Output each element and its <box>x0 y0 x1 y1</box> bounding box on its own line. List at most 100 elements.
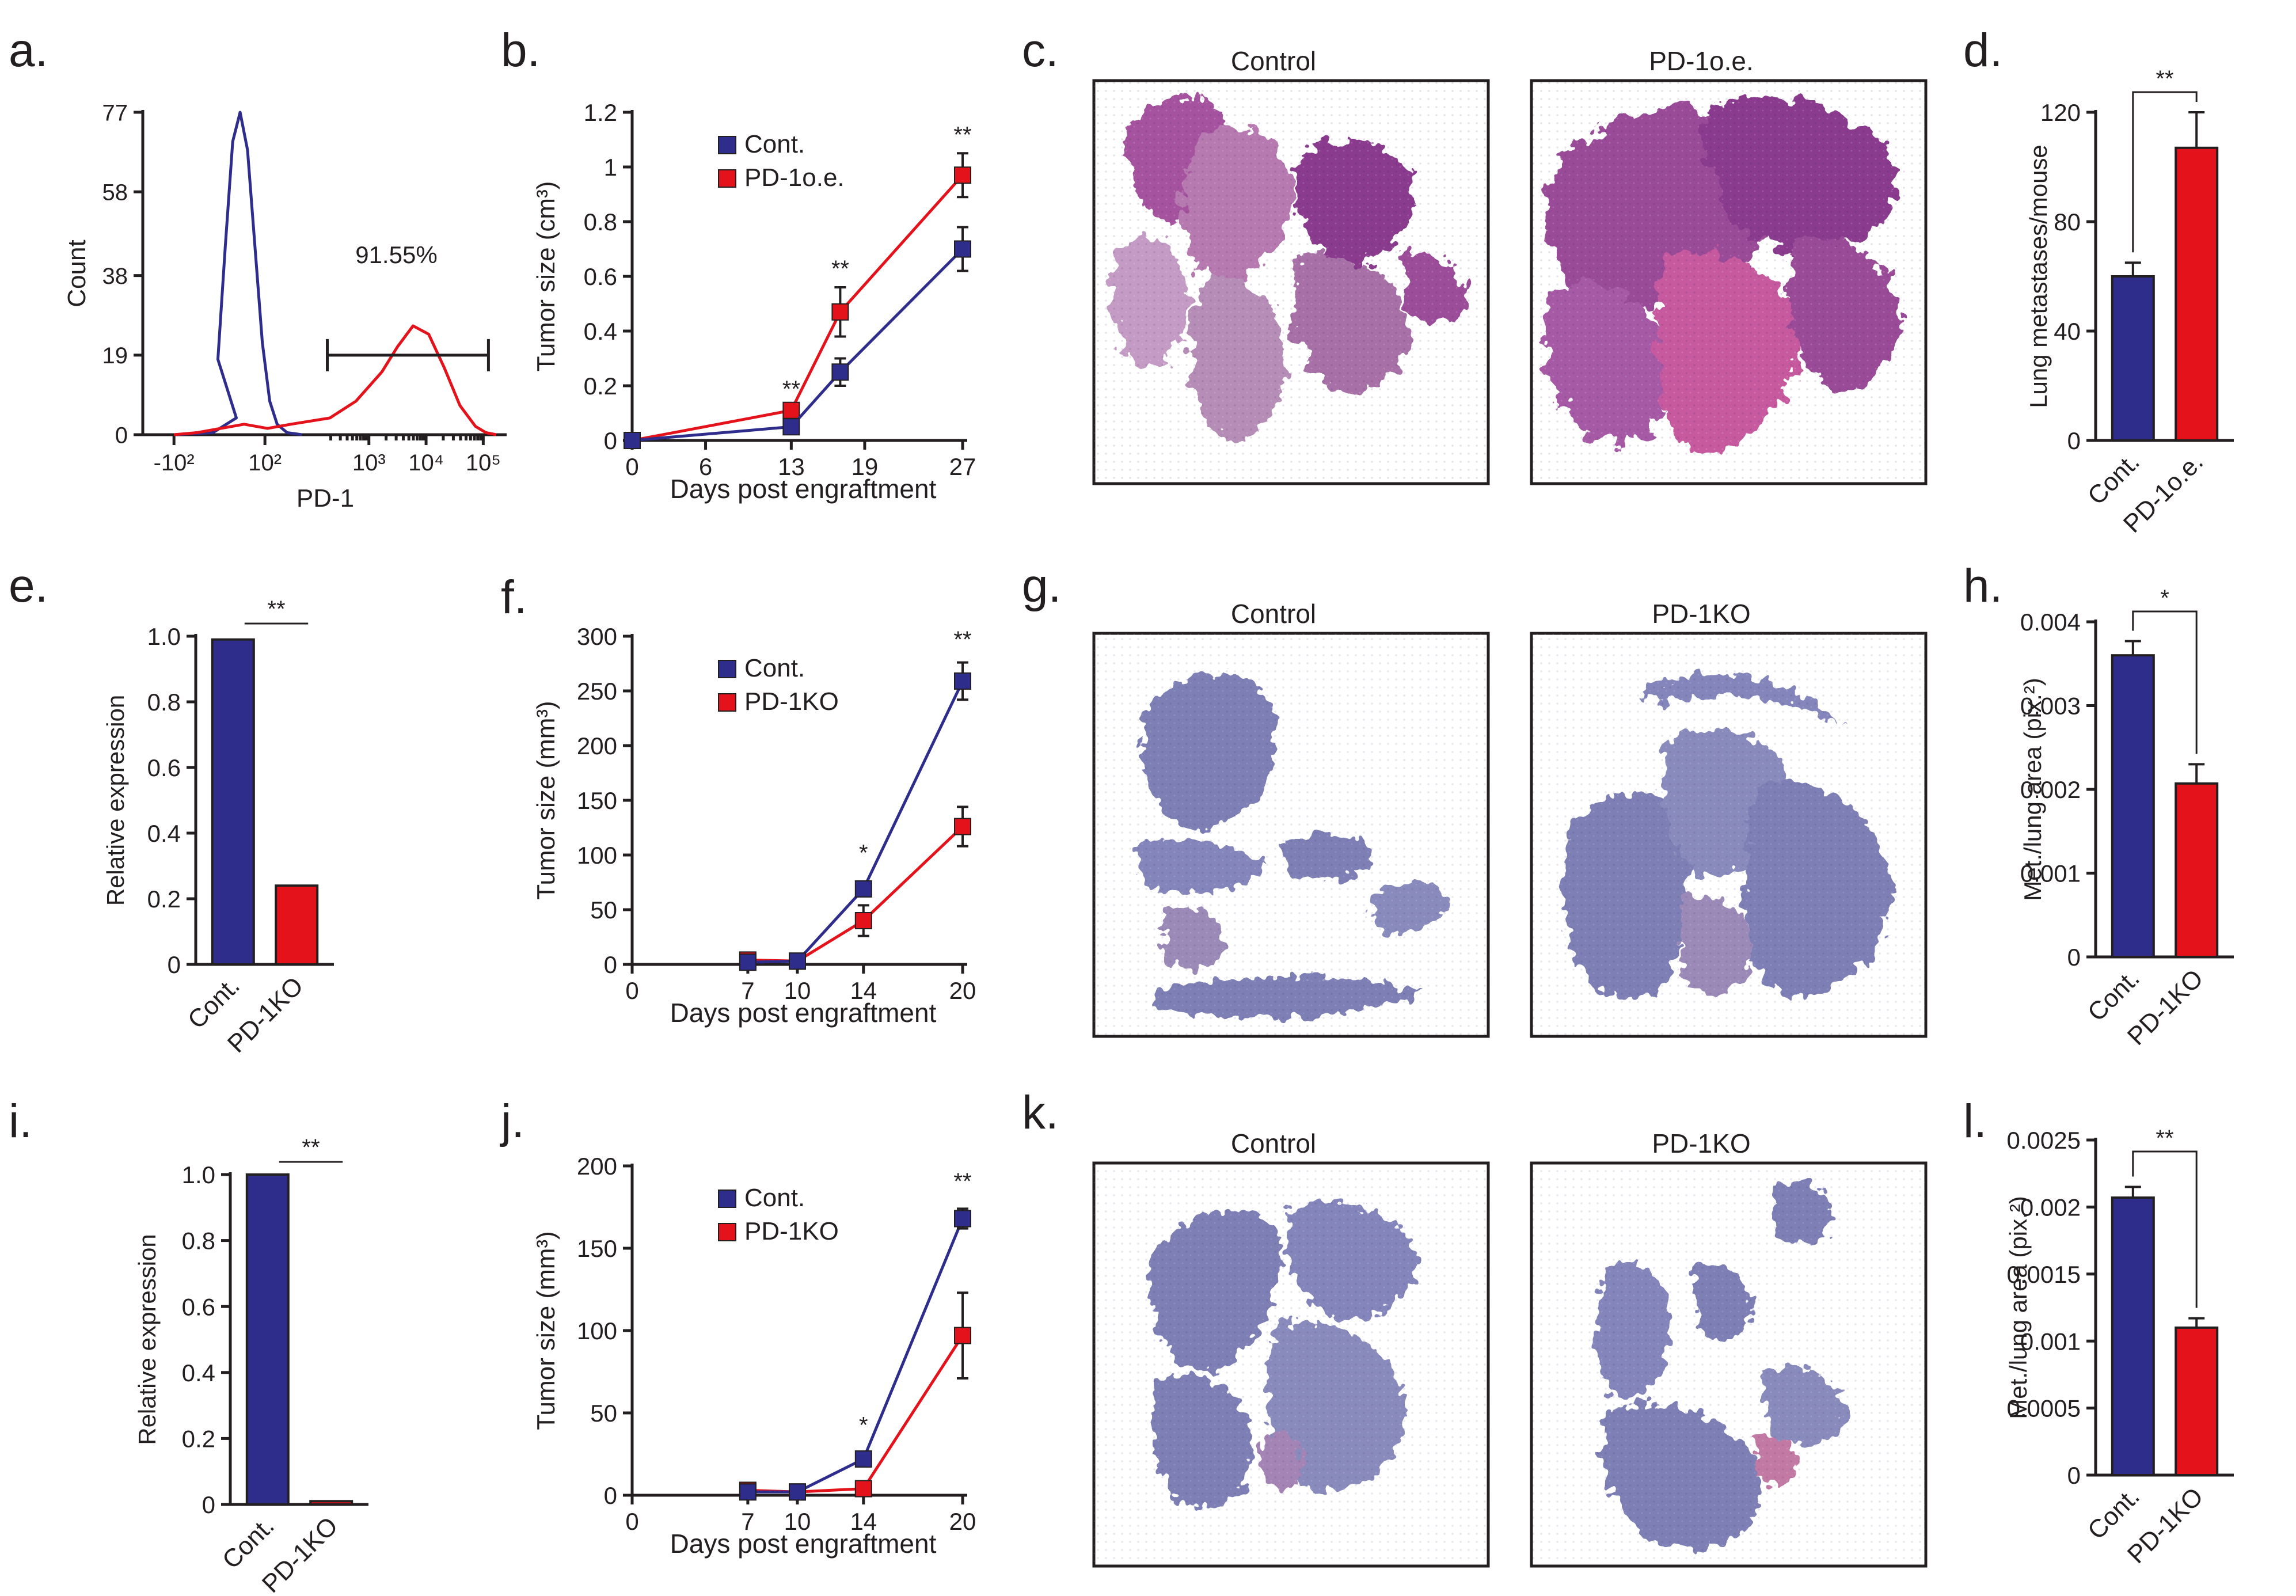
chart-f-marker-treat <box>854 912 872 929</box>
chart-h-sig-label: * <box>2160 586 2169 611</box>
chart-b-y-tick-label: 0.8 <box>584 208 617 235</box>
chart-e-y-tick-label: 0.2 <box>147 886 181 913</box>
chart-d-bar-cont <box>2111 275 2155 442</box>
chart-j-x-tick-label: 20 <box>949 1508 976 1535</box>
chart-f-y-tick-label: 200 <box>577 732 617 759</box>
chart-b-x-tick-label: 19 <box>852 453 879 480</box>
chart-j-y-label: Tumor size (mm³) <box>532 1231 560 1430</box>
histology-g-right-texture <box>1531 633 1926 1036</box>
chart-a-x-tick-label: 10⁴ <box>408 450 444 476</box>
chart-h-sig-bracket <box>2132 610 2198 754</box>
histology-g-right-title: PD-1KO <box>1652 599 1750 629</box>
chart-j-line-treat <box>747 1335 964 1494</box>
chart-h: 00.0010.0020.0030.004Cont.PD-1KO*Met./lu… <box>2019 586 2234 1051</box>
chart-j-x-tick-label: 10 <box>784 1508 811 1535</box>
chart-b-y-tick-label: 0 <box>604 427 617 454</box>
chart-d-y-tick-label: 40 <box>2054 318 2081 345</box>
chart-f-y-tick-label: 50 <box>590 896 617 924</box>
chart-b-x-tick-label: 27 <box>949 453 976 480</box>
chart-j: 0 50 100 150 200 0 7 10 14 20 Days post engraftmen… <box>532 1153 976 1559</box>
chart-l-y-tick-label: 0.001 <box>2020 1328 2081 1355</box>
panel-letter-k: k. <box>1022 1086 1059 1139</box>
chart-e-bar-cont <box>211 638 255 966</box>
panel-letter-j: j. <box>500 1095 524 1147</box>
chart-h-bar-cont <box>2111 654 2155 958</box>
chart-l-y-tick-label: 0.0005 <box>2007 1395 2081 1422</box>
chart-f-x-tick-label: 20 <box>949 977 976 1004</box>
chart-a: 0 19 38 58 77 -10² 10² 10³ 10⁴ 10⁵ 91.55% PD-1 Count <box>63 100 507 512</box>
chart-b-marker-treat <box>954 166 971 184</box>
chart-h-y-tick-label: 0.002 <box>2020 776 2081 803</box>
chart-j-y-tick-label: 0 <box>604 1482 617 1509</box>
chart-d-sig-label: ** <box>2156 66 2173 92</box>
chart-i-sig-label: ** <box>302 1135 320 1160</box>
chart-f-sig-label: ** <box>953 627 971 652</box>
chart-j-sig-label: * <box>859 1412 868 1438</box>
panel-letter-i: i. <box>9 1095 32 1147</box>
histology-g-left-title: Control <box>1231 599 1316 629</box>
chart-b-marker-cont <box>954 240 971 258</box>
chart-j-legend-label: PD-1KO <box>744 1217 839 1245</box>
chart-f-marker-cont <box>789 952 806 970</box>
chart-f-x-tick-label: 10 <box>784 977 811 1004</box>
chart-i-y-tick-label: 1.0 <box>182 1161 215 1188</box>
chart-b-line-treat <box>632 174 964 442</box>
chart-f-y-label: Tumor size (mm³) <box>532 701 560 899</box>
chart-i-bar-treat <box>309 1500 353 1506</box>
chart-f-marker-treat <box>954 818 971 835</box>
chart-j-sig-label: ** <box>953 1169 971 1194</box>
chart-a-y-tick-label: 77 <box>102 100 128 126</box>
chart-b-marker-cont <box>624 432 641 449</box>
histology-k-right-texture <box>1531 1163 1926 1566</box>
chart-a-y-tick-label: 19 <box>102 343 128 368</box>
chart-f-marker-cont <box>739 953 757 971</box>
chart-i-y-tick-label: 0 <box>202 1491 215 1518</box>
panel-letters: a. b. c. d. e. f. g. h. i. j. k. l. <box>9 24 2002 1147</box>
chart-j-marker-cont <box>739 1483 757 1501</box>
chart-b-line-cont <box>632 248 964 442</box>
chart-b-marker-cont <box>831 363 849 381</box>
chart-d-bar-treat <box>2175 146 2219 442</box>
histology-c-left-texture <box>1094 81 1488 484</box>
panel-letter-c: c. <box>1022 24 1059 77</box>
chart-a-x-tick-label: -10² <box>154 450 195 476</box>
chart-j-x-tick-label: 7 <box>741 1508 754 1535</box>
chart-a-y-tick-label: 0 <box>115 423 128 448</box>
chart-l-y-tick-label: 0 <box>2067 1462 2081 1489</box>
chart-b-y-tick-label: 0.6 <box>584 263 617 290</box>
histology-c-right-title: PD-1o.e. <box>1649 46 1754 76</box>
chart-b-sig-label: ** <box>782 377 800 402</box>
chart-b-legend-swatch <box>718 169 736 188</box>
chart-h-bar-treat <box>2175 782 2219 958</box>
histology-c-right-texture <box>1531 81 1926 484</box>
chart-h-y-tick-label: 0.001 <box>2020 860 2081 887</box>
chart-j-marker-treat <box>954 1327 971 1344</box>
chart-l-sig-bracket <box>2132 1150 2198 1308</box>
chart-j-legend-swatch <box>718 1223 736 1241</box>
chart-a-x-tick-label: 10³ <box>352 450 386 476</box>
chart-j-y-tick-label: 200 <box>577 1153 617 1180</box>
chart-b-y-tick-label: 0.4 <box>584 318 617 345</box>
chart-b-sig-label: ** <box>953 122 971 147</box>
chart-f-x-tick-label: 7 <box>741 977 754 1004</box>
histology-panels: Control PD-1o.e. Control PD-1KO <box>1092 46 1928 1568</box>
chart-d-y-tick-label: 0 <box>2067 427 2081 454</box>
chart-a-x-label: PD-1 <box>296 484 354 512</box>
chart-f-x-tick-label: 14 <box>850 977 877 1004</box>
chart-e-y-tick-label: 0.8 <box>147 689 181 716</box>
chart-d-y-tick-label: 80 <box>2054 208 2081 235</box>
chart-b-y-label: Tumor size (cm³) <box>532 181 560 372</box>
chart-e-y-tick-label: 1.0 <box>147 623 181 650</box>
chart-e-y-tick-label: 0.6 <box>147 754 181 781</box>
chart-j-x-tick-label: 0 <box>625 1508 638 1535</box>
chart-f-marker-cont <box>954 672 971 690</box>
chart-j-marker-cont <box>789 1483 806 1501</box>
chart-b-legend-label: PD-1o.e. <box>744 164 845 192</box>
chart-b-sig-label: ** <box>831 256 849 282</box>
chart-f-x-tick-label: 0 <box>625 977 638 1004</box>
chart-h-y-label: Met./lung area (pix.²) <box>2019 678 2046 900</box>
chart-j-marker-treat <box>854 1480 872 1498</box>
